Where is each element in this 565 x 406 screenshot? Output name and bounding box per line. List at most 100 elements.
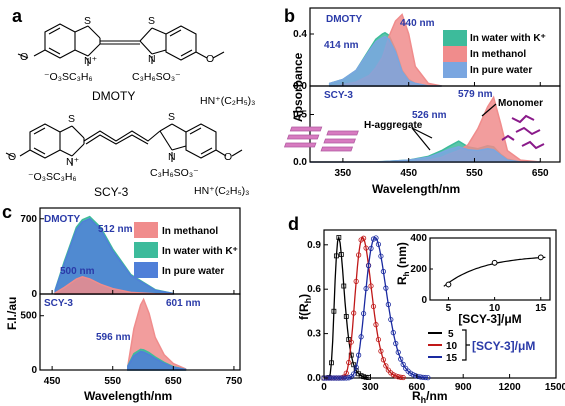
d-legend-5: 5 [448, 329, 454, 340]
d-point-10 [380, 357, 386, 363]
inset-ytick-label: 0 [421, 295, 427, 306]
c-legend-swatch-methanol [134, 222, 158, 238]
d-point-15 [360, 310, 367, 317]
c-xtick-label: 650 [165, 376, 182, 387]
b-ylabel: Absorbance [291, 52, 305, 122]
inset-ylabel-sub: h [402, 271, 411, 276]
d-point-10 [378, 348, 384, 354]
d-point-15 [388, 316, 394, 323]
scy3-name: SCY-3 [94, 185, 129, 199]
c-bottom-frame [39, 293, 241, 371]
d-point-10 [400, 374, 406, 381]
atom-s-right-2: S [168, 111, 175, 123]
d-ytick-label: 0.3 [307, 329, 321, 340]
c-legend-k: In water with K⁺ [162, 246, 238, 257]
b-legend-swatch-methanol [443, 46, 467, 62]
d-point-15 [383, 285, 389, 291]
d-point-15 [333, 375, 339, 381]
c-peak-601: 601 nm [166, 298, 201, 309]
inset-ytick-label: 200 [410, 264, 427, 275]
d-ytick-label: 0.9 [307, 240, 321, 251]
d-point-15 [415, 373, 421, 380]
d-point-5 [333, 253, 339, 259]
atom-s-left: S [84, 15, 91, 27]
d-point-10 [351, 310, 357, 316]
monomer-illustration [501, 114, 545, 150]
d-point-15 [351, 371, 357, 377]
c-top-ytick-label: 700 [20, 214, 37, 225]
c-xtick-label: 450 [44, 376, 61, 387]
d-point-15 [417, 374, 424, 380]
d-point-10 [348, 339, 354, 345]
d-ytick-label: 0.0 [307, 373, 321, 384]
d-point-15 [341, 375, 347, 381]
atom-s-right: S [148, 15, 155, 27]
atom-s-left-2: S [68, 113, 75, 125]
b-annot-h-aggregate: H-aggregate [364, 120, 423, 131]
d-legend-15: 15 [446, 353, 458, 364]
d-point-10 [363, 245, 369, 251]
b-annot-monomer: Monomer [498, 98, 543, 109]
c-xtick-label: 750 [226, 376, 243, 387]
d-point-10 [383, 363, 389, 369]
d-legend-10: 10 [446, 341, 458, 352]
b-peak-526: 526 nm [412, 110, 447, 121]
scy3-counterion: HN⁺(C₂H₅)₃ [194, 185, 249, 197]
d-point-5 [343, 314, 349, 319]
d-point-10 [375, 336, 382, 343]
d-point-5 [341, 283, 347, 289]
panel-c: c F.I./au 700 0 500 0 450 550 650 750 In methan… [2, 202, 243, 403]
inset-point [491, 259, 498, 266]
b-bottom-ytick-label: 0.5 [293, 110, 307, 121]
d-point-15 [400, 361, 406, 367]
d-point-15 [363, 285, 369, 292]
methoxy-o-left-2: O [8, 151, 16, 163]
d-point-15 [356, 352, 362, 358]
d-point-15 [368, 245, 374, 252]
d-xtick-label: 300 [362, 382, 379, 393]
panel-letter-b: b [284, 6, 295, 26]
b-top-ytick-label: 0.0 [293, 81, 307, 92]
d-point-15 [378, 253, 384, 259]
scy3-right-substituent: C₃H₆SO₃⁻ [150, 167, 199, 179]
d-point-15 [410, 372, 416, 378]
b-peak-579: 579 nm [458, 89, 493, 100]
inset-ylabel-main: R [395, 276, 409, 285]
d-point-15 [338, 375, 344, 381]
d-point-15 [398, 356, 404, 362]
atom-n: N [148, 53, 156, 65]
b-legend-water: In pure water [470, 65, 532, 76]
d-legend-bracket [462, 329, 470, 361]
d-point-10 [370, 303, 377, 310]
d-point-10 [373, 322, 379, 328]
d-point-15 [390, 330, 396, 336]
b-bottom-label: SCY-3 [324, 90, 353, 101]
h-aggregate-illustration [283, 126, 359, 152]
c-legend-methanol: In methanol [162, 226, 218, 237]
dmoty-counterion: HN⁺(C₂H₅)₃ [200, 95, 255, 107]
d-curve-15 [324, 236, 428, 379]
d-point-10 [390, 372, 396, 378]
b-peak-440: 440 nm [400, 18, 435, 29]
b-top-label: DMOTY [326, 14, 362, 25]
c-bottom-label: SCY-3 [44, 298, 73, 309]
b-legend-methanol: In methanol [470, 49, 526, 60]
panel-d: d f(Rh) 0.90.60.30.00 300 600 900 1200 1500 R… [288, 214, 565, 405]
inset-ylabel-unit: (nm) [395, 242, 409, 271]
b-xtick-label: 650 [532, 168, 549, 179]
c-legend-swatch-water [134, 262, 158, 278]
d-point-15 [328, 375, 335, 381]
d-xtick-label: 1200 [498, 382, 521, 393]
d-ytick-label: 0.6 [307, 284, 321, 295]
methoxy-o-right-2: O [224, 151, 232, 163]
d-point-5 [363, 374, 369, 380]
d-curve-5 [324, 235, 369, 379]
c-ylabel: F.I./au [5, 297, 19, 330]
d-point-15 [375, 241, 382, 247]
dmoty-structure [17, 23, 225, 66]
d-point-10 [393, 373, 399, 379]
b-xtick-label: 550 [466, 168, 483, 179]
b-peak-414: 414 nm [324, 40, 359, 51]
b-legend-swatch-k [443, 30, 467, 46]
b-arrows [411, 103, 497, 151]
